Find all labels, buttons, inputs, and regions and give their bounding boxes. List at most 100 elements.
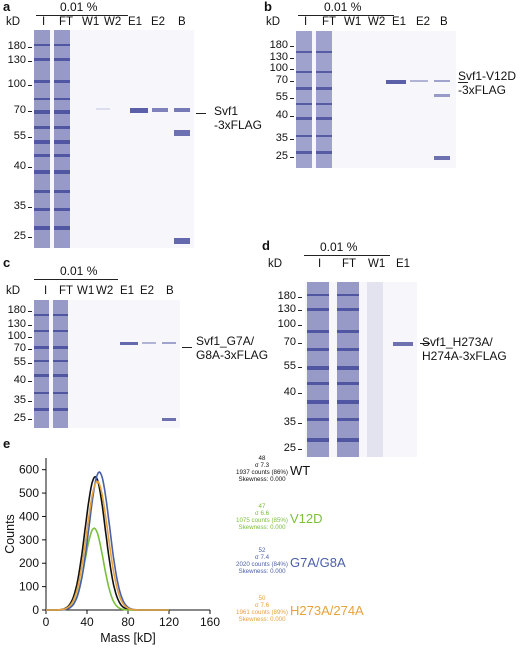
panel-letter-c: c — [3, 255, 11, 270]
mw-tick: 25 — [0, 412, 32, 424]
gel-image — [34, 30, 194, 248]
series-stats-text: 1075 counts (85%) — [236, 517, 288, 524]
panel-letter-b: b — [264, 0, 272, 14]
percent-bracket — [298, 15, 394, 16]
mw-tick: 55 — [0, 130, 32, 142]
series-line-wt — [46, 475, 169, 611]
series-stats-text: 1937 counts (86%) — [236, 469, 288, 476]
band-annotation: Svf1 -3xFLAG — [214, 104, 263, 132]
mw-tick: 25 — [0, 230, 32, 242]
series-stats-text: 52 — [259, 547, 266, 554]
mw-tick: 25 — [270, 442, 302, 454]
lane-label: I — [44, 285, 48, 297]
mw-tick: 180 — [0, 40, 32, 52]
lane-label: W2 — [368, 16, 386, 28]
lane-label: B — [178, 16, 186, 28]
mw-tick: 130 — [270, 303, 302, 315]
mw-tick: 180 — [270, 290, 302, 302]
mw-tick: 70 — [0, 342, 32, 354]
series-stats-text: σ 7.4 — [255, 554, 270, 561]
lane-label: I — [304, 16, 308, 28]
x-tick-label: 80 — [121, 615, 135, 629]
lane-label: E2 — [416, 16, 431, 28]
y-tick-label: 0 — [32, 603, 39, 617]
band-annotation: Svf1-V12D -3xFLAG — [458, 69, 517, 97]
lane-label: B — [440, 16, 448, 28]
lane-label: FT — [59, 16, 74, 28]
series-stats-text: 50 — [259, 595, 266, 602]
mw-tick: 35 — [0, 200, 32, 212]
gel-image — [34, 300, 180, 428]
x-tick-label: 120 — [159, 615, 179, 629]
mw-tick: 130 — [0, 54, 32, 66]
mw-tick: 130 — [262, 51, 294, 63]
mw-tick: 35 — [262, 132, 294, 144]
band-pointer — [196, 113, 206, 114]
lane-label: E1 — [396, 258, 411, 270]
percent-label: 0.01 % — [324, 0, 362, 14]
mw-tick: 70 — [0, 104, 32, 116]
y-tick-label: 300 — [19, 533, 39, 547]
y-axis-label: Counts — [3, 514, 17, 554]
series-stats-text: σ 6.6 — [255, 510, 270, 517]
mw-tick: 55 — [0, 356, 32, 368]
mw-tick: 40 — [262, 109, 294, 121]
mw-tick: 35 — [270, 416, 302, 428]
x-axis-label: Mass [kD] — [100, 631, 156, 645]
mw-tick: 100 — [0, 330, 32, 342]
mw-tick: 100 — [262, 62, 294, 74]
lane-label: FT — [342, 258, 357, 270]
legend-series-name: V12D — [290, 511, 323, 526]
mw-tick: 25 — [262, 150, 294, 162]
mass-photometry-chart: 0 100 200 300 400 500 600 0 40 80 120 160 Mass [kD] C… — [3, 455, 364, 645]
lane-label: B — [166, 285, 174, 297]
mw-tick: 130 — [0, 318, 32, 330]
percent-label: 0.01 % — [60, 264, 98, 278]
lane-label: FT — [59, 285, 74, 297]
mw-tick: 100 — [270, 318, 302, 330]
series-stats-text: 2020 counts (84%) — [236, 561, 288, 568]
panel-letter-a: a — [3, 0, 11, 14]
mw-tick: 180 — [262, 39, 294, 51]
series-stats-text: 47 — [259, 503, 266, 510]
lane-label: E1 — [392, 16, 407, 28]
x-tick-label: 160 — [200, 615, 220, 629]
mw-tick: 180 — [0, 304, 32, 316]
kd-label: kD — [268, 258, 283, 270]
x-tick-label: 40 — [80, 615, 94, 629]
band-annotation: Svf1_G7A/ G8A-3xFLAG — [196, 334, 269, 362]
band-pointer — [182, 347, 192, 348]
legend-series-name: WT — [290, 463, 310, 478]
mw-tick: 55 — [270, 360, 302, 372]
panel-letter-e: e — [3, 436, 11, 451]
band-pointer — [420, 343, 430, 344]
lane-label: W1 — [77, 285, 95, 297]
lane-label: W2 — [96, 285, 114, 297]
legend-series-name: G7A/G8A — [290, 555, 346, 570]
gel-image — [305, 282, 417, 457]
y-tick-label: 600 — [19, 463, 39, 477]
mw-tick: 35 — [0, 394, 32, 406]
series-stats-text: 48 — [259, 455, 266, 462]
percent-label: 0.01 % — [320, 240, 358, 254]
series-stats-text: 1961 counts (89%) — [236, 609, 288, 616]
mw-tick: 55 — [262, 91, 294, 103]
percent-bracket — [304, 255, 390, 256]
band-annotation: Svf1_H273A/ H274A-3xFLAG — [422, 335, 507, 363]
legend-series-name: H273A/274A — [290, 603, 364, 618]
y-tick-label: 200 — [19, 556, 39, 570]
kd-label: kD — [266, 16, 281, 28]
series-stats-text: Skewness: 0.000 — [238, 568, 286, 575]
lane-label: I — [318, 258, 322, 270]
lane-label: E2 — [151, 16, 166, 28]
lane-label: E2 — [140, 285, 155, 297]
y-tick-label: 400 — [19, 509, 39, 523]
lane-label: E1 — [128, 16, 143, 28]
series-stats-text: σ 7.6 — [255, 602, 270, 609]
series-stats-text: σ 7.3 — [255, 462, 270, 469]
lane-label: W1 — [368, 258, 386, 270]
kd-label: kD — [6, 285, 21, 297]
percent-label: 0.01 % — [60, 0, 98, 14]
x-tick-label: 0 — [43, 615, 50, 629]
kd-label: kD — [6, 16, 21, 28]
